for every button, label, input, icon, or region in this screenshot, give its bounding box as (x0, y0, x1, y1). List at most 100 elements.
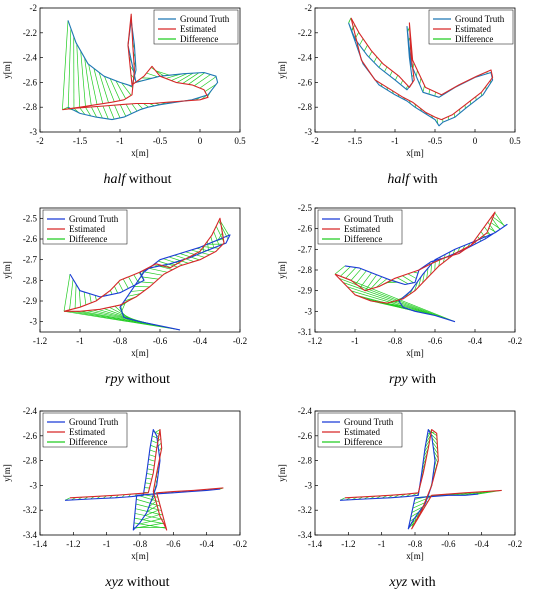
caption-sequence: xyz (105, 575, 124, 590)
series-line-estimated (344, 429, 502, 530)
difference-segment (93, 68, 104, 104)
difference-segment (338, 277, 450, 321)
x-axis-label: x[m] (406, 348, 424, 358)
caption-mode: with (411, 372, 437, 387)
difference-segment (355, 294, 429, 315)
series-line-estimated (350, 17, 494, 121)
difference-segment (98, 72, 109, 103)
y-tick-label: -2.4 (23, 53, 38, 63)
x-axis-label: x[m] (131, 348, 149, 358)
difference-segment (84, 57, 92, 106)
difference-segment (143, 494, 158, 498)
legend-label: Estimated (344, 427, 380, 437)
difference-segment (85, 107, 92, 117)
difference-segment (146, 473, 153, 476)
legend-box (153, 9, 239, 45)
difference-segment (457, 247, 461, 253)
y-tick-label: -2.5 (298, 203, 313, 213)
difference-segment (144, 271, 163, 276)
axes-box (314, 7, 516, 133)
x-tick-label: -0.6 (166, 539, 181, 549)
difference-segment (155, 70, 170, 76)
x-tick-label: -1.2 (66, 539, 80, 549)
legend-label: Estimated (180, 24, 216, 34)
difference-segment (413, 496, 431, 505)
chart-svg: -1.4 -1.2 -1 -0.8 -0.6 -0.4 -0.2 -2.4 -2.6 -2.8 -3… (2, 406, 247, 561)
difference-segment (74, 284, 77, 309)
difference-segment (125, 104, 132, 114)
difference-segment (76, 44, 81, 108)
x-tick-label: -0.8 (113, 336, 128, 346)
difference-segment (69, 310, 175, 330)
difference-segment (118, 281, 124, 292)
difference-segment (422, 85, 425, 93)
y-axis-label: y[m] (277, 464, 287, 482)
difference-segment (122, 278, 129, 289)
x-tick-label: -1.4 (308, 539, 323, 549)
x-tick-label: -0.2 (233, 336, 247, 346)
x-tick-label: -1.2 (33, 336, 47, 346)
x-tick-label: -0.8 (388, 336, 403, 346)
difference-segment (428, 429, 438, 436)
y-tick-label: -2.2 (23, 28, 37, 38)
legend-label: Difference (69, 437, 107, 447)
difference-segment (140, 276, 159, 280)
x-tick-label: -0.5 (153, 136, 168, 146)
difference-segment (201, 246, 220, 249)
y-tick-label: -2.6 (23, 234, 38, 244)
difference-segment (109, 78, 121, 101)
difference-segment (434, 91, 436, 97)
difference-segment (207, 241, 209, 251)
x-tick-label: -0.4 (475, 539, 490, 549)
difference-segment (153, 264, 173, 271)
x-tick-label: -1.2 (308, 336, 322, 346)
x-tick-label: 0 (198, 136, 203, 146)
y-tick-label: -2.5 (23, 213, 38, 223)
chart-svg: -1.2 -1 -0.8 -0.6 -0.4 -0.2 -2.5 -2.6 -2.7 -2.8 -2… (2, 207, 247, 358)
difference-segment (199, 76, 217, 89)
difference-segment (134, 517, 166, 525)
legend-label: Difference (455, 34, 493, 44)
difference-segment (419, 77, 422, 85)
series-line-ground-truth (67, 19, 219, 121)
difference-segment (121, 302, 126, 312)
legend-label: Ground Truth (344, 214, 394, 224)
chart-caption: half without (0, 172, 275, 188)
difference-segment (69, 279, 74, 310)
x-tick-label: -0.8 (133, 539, 148, 549)
chart-caption: xyz without (0, 575, 275, 591)
difference-segment (141, 514, 160, 521)
difference-segment (147, 463, 155, 467)
caption-sequence: xyz (389, 575, 408, 590)
x-axis-label: x[m] (131, 148, 149, 158)
legend-label: Estimated (69, 427, 105, 437)
y-tick-label: -2.9 (23, 296, 38, 306)
y-tick-label: -3.1 (298, 327, 312, 337)
chart-half-with: -2 -1.5 -1 -0.5 0 0.5 -2 -2.2 -2.4 -2.6 -2.8 -3 x[m]… (275, 0, 550, 198)
difference-segment (190, 249, 210, 256)
y-axis-label: y[m] (277, 261, 287, 279)
difference-segment (422, 272, 425, 283)
difference-segment (168, 256, 189, 264)
x-tick-label: -1 (103, 539, 111, 549)
difference-segment (102, 105, 109, 120)
difference-segment (368, 51, 373, 58)
difference-segment (364, 274, 377, 291)
difference-segment (405, 85, 409, 90)
difference-segment (150, 67, 164, 77)
difference-segment (334, 273, 456, 322)
difference-segment (104, 76, 115, 102)
x-tick-label: -0.4 (193, 336, 208, 346)
y-tick-label: -3 (305, 480, 313, 490)
y-tick-label: -3.2 (298, 505, 312, 515)
difference-segment (136, 498, 161, 507)
x-tick-label: -0.2 (508, 539, 522, 549)
chart-caption: rpy without (0, 372, 275, 388)
legend-label: Difference (180, 34, 218, 44)
y-tick-label: -2.6 (298, 224, 313, 234)
difference-segment (196, 247, 215, 253)
x-tick-label: -0.6 (428, 336, 443, 346)
x-tick-label: -0.2 (508, 336, 522, 346)
caption-mode: without (126, 575, 170, 590)
difference-segment (115, 80, 126, 99)
